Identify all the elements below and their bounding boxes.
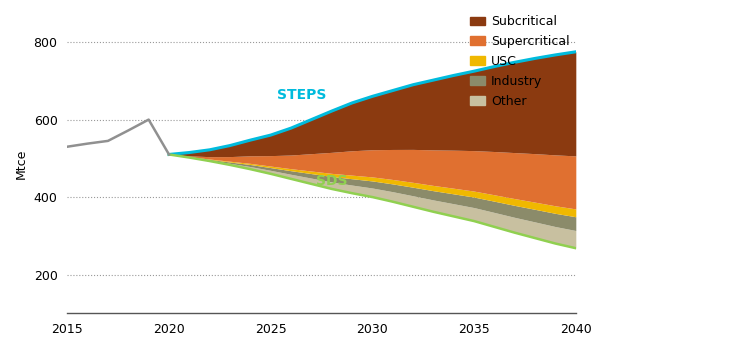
- Legend: Subcritical, Supercritical, USC, Industry, Other: Subcritical, Supercritical, USC, Industr…: [470, 15, 569, 108]
- Y-axis label: Mtce: Mtce: [15, 149, 28, 179]
- Text: STEPS: STEPS: [276, 88, 326, 102]
- Text: SDS: SDS: [316, 174, 348, 188]
